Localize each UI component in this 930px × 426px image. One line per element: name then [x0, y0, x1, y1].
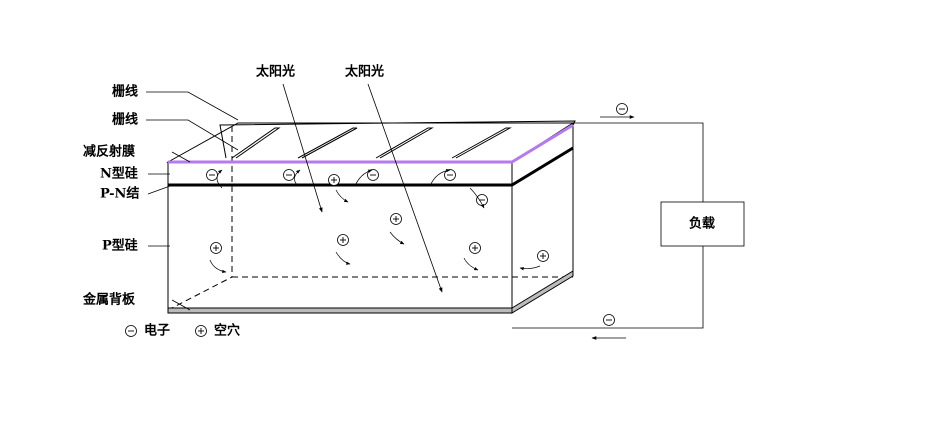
label: P-N结: [100, 186, 139, 202]
cell-body: [166, 120, 576, 314]
label: P型硅: [102, 238, 138, 254]
label: 金属背板: [82, 292, 136, 308]
leader-lines: [146, 91, 239, 311]
legend-label: 空穴: [214, 323, 240, 339]
label: N型硅: [100, 166, 138, 182]
load-label: 负载: [689, 216, 715, 232]
sunlight-label: 太阳光: [344, 64, 384, 80]
sunlight-label: 太阳光: [255, 64, 295, 80]
electron-icon: [603, 314, 615, 326]
legend-label: 电子: [144, 323, 170, 339]
carrier-arrows: [209, 168, 541, 274]
circuit: [512, 115, 745, 340]
electron-icon: [616, 103, 628, 115]
label: 栅线: [112, 112, 138, 128]
label: 栅线: [112, 84, 138, 100]
label: 减反射膜: [83, 144, 135, 160]
sunlight-rays: [282, 83, 443, 293]
